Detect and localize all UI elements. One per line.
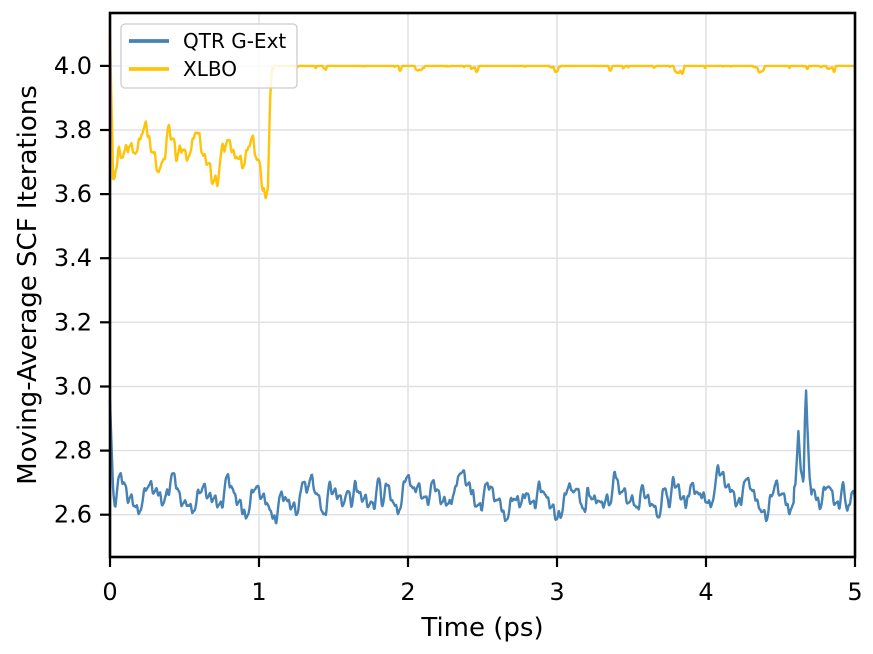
x-tick-label: 3 <box>549 578 564 606</box>
x-tick-label: 2 <box>400 578 415 606</box>
legend-label-qtr-g-ext: QTR G-Ext <box>183 29 286 53</box>
grid <box>109 13 856 557</box>
tick-labels: 0 1 2 3 4 5 2.6 2.8 3.0 3.2 3.4 3.6 3.8 4.0 <box>54 52 863 606</box>
plot-border <box>108 11 857 559</box>
y-tick-label: 3.2 <box>54 308 92 336</box>
y-tick-label: 3.8 <box>54 116 92 144</box>
x-tick-label: 0 <box>102 578 117 606</box>
x-tick-label: 4 <box>698 578 713 606</box>
legend: QTR G-Ext XLBO <box>120 23 298 89</box>
x-tick-label: 5 <box>847 578 862 606</box>
legend-label-xlbo: XLBO <box>183 57 237 81</box>
y-tick-label: 3.0 <box>54 373 92 401</box>
series-line-qtr-g-ext <box>108 389 857 525</box>
y-axis-label: Moving-Average SCF Iterations <box>13 85 43 484</box>
y-tick-label: 3.4 <box>54 244 92 272</box>
series-line-xlbo <box>108 34 857 200</box>
x-tick-label: 1 <box>251 578 266 606</box>
y-tick-label: 2.8 <box>54 437 92 465</box>
axis-ticks <box>100 64 857 567</box>
y-tick-label: 4.0 <box>54 52 92 80</box>
x-axis-label: Time (ps) <box>420 613 543 643</box>
series-lines <box>108 34 857 525</box>
y-tick-label: 2.6 <box>54 501 92 529</box>
y-tick-label: 3.6 <box>54 180 92 208</box>
